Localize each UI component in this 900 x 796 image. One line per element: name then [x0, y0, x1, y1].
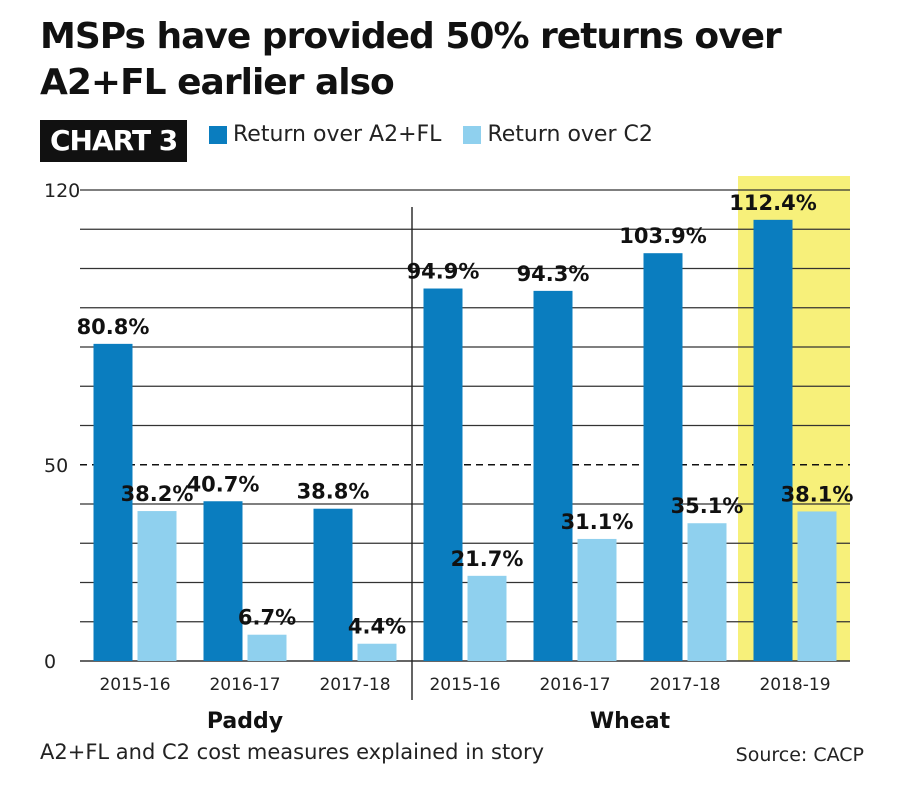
x-tick-label: 2018-19 — [759, 675, 830, 695]
group-label: Wheat — [590, 709, 671, 734]
data-label-c2: 21.7% — [451, 547, 524, 571]
bar-a2fl — [643, 253, 683, 661]
source-note: Source: CACP — [735, 744, 864, 766]
legend: Return over A2+FL Return over C2 — [209, 122, 675, 147]
legend-item-c2: Return over C2 — [463, 122, 653, 147]
bar-a2fl — [93, 343, 133, 661]
bar-a2fl — [203, 501, 243, 661]
data-label-a2fl: 80.8% — [77, 315, 150, 339]
footnote: A2+FL and C2 cost measures explained in … — [40, 740, 545, 764]
data-label-a2fl: 94.9% — [407, 260, 480, 284]
bar-c2 — [247, 634, 287, 661]
data-label-a2fl: 112.4% — [729, 191, 816, 215]
bar-c2 — [467, 575, 507, 661]
chart-title-line-2: A2+FL earlier also — [40, 62, 395, 103]
x-tick-label: 2016-17 — [539, 675, 610, 695]
data-label-c2: 38.2% — [121, 482, 194, 506]
bar-c2 — [797, 511, 837, 661]
bar-a2fl — [753, 219, 793, 661]
legend-item-a2fl: Return over A2+FL — [209, 122, 441, 147]
x-tick-label: 2016-17 — [209, 675, 280, 695]
data-label-a2fl: 94.3% — [517, 262, 590, 286]
bar-c2 — [687, 523, 727, 661]
group-label: Paddy — [207, 709, 283, 734]
legend-swatch-a2fl — [209, 125, 227, 144]
data-label-c2: 35.1% — [671, 494, 744, 518]
y-tick-label: 0 — [44, 651, 56, 673]
x-tick-label: 2015-16 — [99, 675, 170, 695]
chart-title: MSPs have provided 50% returns over A2+F… — [40, 14, 880, 106]
x-tick-label: 2017-18 — [649, 675, 720, 695]
y-tick-label: 50 — [44, 455, 68, 477]
bar-c2 — [137, 511, 177, 661]
data-label-c2: 4.4% — [348, 615, 406, 639]
bar-a2fl — [533, 290, 573, 661]
data-label-c2: 31.1% — [561, 510, 634, 534]
y-tick-label: 120 — [44, 180, 80, 202]
chart-title-line-1: MSPs have provided 50% returns over — [40, 16, 782, 57]
bar-c2 — [357, 643, 397, 661]
legend-swatch-c2 — [463, 125, 482, 144]
data-label-a2fl: 40.7% — [187, 472, 260, 496]
bar-a2fl — [313, 508, 353, 661]
bar-a2fl — [423, 288, 463, 661]
x-tick-label: 2015-16 — [429, 675, 500, 695]
data-label-c2: 38.1% — [781, 482, 854, 506]
data-label-c2: 6.7% — [238, 606, 296, 630]
chart-number-tag: CHART 3 — [40, 120, 188, 162]
data-label-a2fl: 38.8% — [297, 480, 370, 504]
legend-label-a2fl: Return over A2+FL — [233, 122, 442, 147]
x-tick-label: 2017-18 — [319, 675, 390, 695]
bar-c2 — [577, 538, 617, 661]
legend-label-c2: Return over C2 — [487, 122, 653, 147]
data-label-a2fl: 103.9% — [619, 224, 706, 248]
